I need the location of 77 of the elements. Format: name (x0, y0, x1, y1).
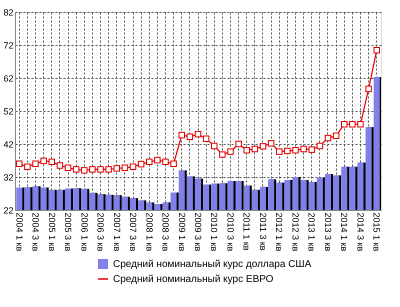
point (276, 148, 282, 155)
point (138, 160, 144, 168)
x-tick-label: 2005 3 кв (63, 212, 74, 252)
point (81, 167, 88, 174)
point (130, 164, 136, 170)
x-tick-label: 2015 1 кв (372, 212, 382, 252)
x-tick-label: 2010 3 кв (225, 212, 236, 252)
x-tick-label: 2014 3 кв (355, 212, 366, 252)
point (324, 134, 332, 142)
point (300, 146, 307, 152)
point (170, 160, 177, 168)
point (308, 146, 315, 153)
x-tick-label: 2008 1 кв (144, 212, 154, 252)
point (268, 140, 274, 147)
y-tick-label: 22 (3, 206, 14, 216)
x-tick-label: 2010 1 кв (209, 212, 220, 252)
x-tick-label: 2006 3 кв (96, 212, 106, 252)
x-tick-label: 2012 3 кв (290, 212, 300, 252)
point (97, 166, 104, 173)
point (211, 142, 218, 150)
x-tick-label: 2007 3 кв (128, 212, 138, 252)
point (252, 146, 258, 152)
point (357, 120, 364, 128)
point (48, 158, 55, 166)
point (349, 120, 356, 128)
x-tick-label: 2006 1 кв (79, 212, 90, 252)
x-tick-label: 2009 3 кв (193, 212, 203, 252)
x-tick-label: 2014 1 кв (339, 212, 350, 252)
point (64, 164, 72, 171)
point (341, 120, 348, 128)
legend-label: Средний номинальный курс ЕВРО (113, 274, 274, 285)
y-tick-label: 52 (3, 106, 14, 116)
point (244, 147, 250, 154)
point (89, 166, 96, 173)
x-tick-label: 2005 1 кв (46, 212, 57, 252)
point (316, 142, 324, 150)
point (284, 148, 291, 154)
y-tick-label: 62 (3, 74, 14, 84)
y-tick-label: 42 (3, 140, 14, 150)
point (16, 160, 23, 168)
x-tick-label: 2013 1 кв (306, 212, 317, 252)
x-tick-label: 2007 1 кв (112, 212, 122, 252)
point (72, 166, 80, 173)
y-tick-label: 82 (3, 8, 14, 18)
point (227, 148, 234, 155)
x-tick-label: 2013 3 кв (322, 212, 333, 252)
point (32, 160, 39, 168)
x-tick-label: 2004 3 кв (30, 212, 41, 252)
point (332, 132, 340, 139)
point (162, 158, 169, 166)
point (122, 164, 128, 171)
point (40, 158, 47, 164)
point (365, 86, 372, 92)
point (373, 47, 380, 54)
legend-label: Средний номинальный курс доллара США (113, 259, 312, 270)
point (186, 134, 194, 140)
y-tick-label: 72 (3, 40, 14, 50)
point (235, 140, 242, 148)
point (56, 162, 64, 169)
point (24, 164, 31, 170)
point (154, 156, 161, 164)
point (146, 158, 152, 166)
x-tick-label: 2008 3 кв (160, 212, 171, 252)
x-tick-label: 2011 1 кв (242, 212, 252, 251)
x-tick-label: 2004 1 кв (14, 212, 24, 252)
point (105, 166, 112, 173)
point (114, 165, 120, 172)
point (178, 132, 185, 138)
point (260, 143, 266, 150)
point (202, 135, 210, 142)
point (219, 151, 226, 158)
x-tick-label: 2012 1 кв (274, 212, 284, 252)
point (292, 147, 299, 154)
point (194, 130, 202, 138)
x-tick-label: 2009 1 кв (176, 212, 187, 252)
y-tick-label: 32 (3, 172, 14, 182)
x-tick-label: 2011 3 кв (258, 212, 268, 251)
